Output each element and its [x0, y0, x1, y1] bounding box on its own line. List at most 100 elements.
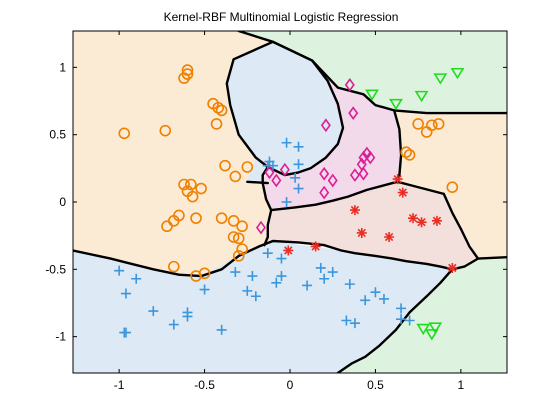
data-point-plus	[281, 197, 292, 207]
data-point-circle	[446, 181, 459, 193]
data-point-asterisk	[416, 217, 427, 228]
data-point-plus	[120, 327, 131, 338]
plus-marker-stroke	[120, 288, 131, 299]
data-point-diamond	[349, 168, 360, 182]
data-point-diamond	[320, 118, 331, 133]
data-point-plus	[370, 287, 381, 298]
data-point-plus	[341, 315, 352, 326]
y-tick-label: -0.5	[45, 262, 66, 276]
data-point-asterisk	[349, 205, 360, 216]
data-point-circle	[403, 149, 416, 161]
data-point-circle	[227, 215, 240, 227]
data-point-circle	[400, 146, 412, 158]
plus-marker-stroke	[262, 248, 273, 259]
data-point-plus	[250, 291, 261, 302]
plus-marker-stroke	[344, 279, 355, 290]
data-point-plus	[242, 285, 253, 296]
data-point-plus	[302, 280, 313, 291]
plus-marker-stroke	[378, 293, 389, 304]
data-point-plus	[271, 277, 282, 288]
data-point-plus	[396, 303, 407, 314]
plus-marker-stroke	[302, 280, 313, 291]
data-point-circle	[159, 124, 172, 137]
data-point-circle	[426, 119, 438, 132]
data-point-circle	[168, 260, 180, 273]
data-point-plus	[281, 137, 292, 148]
plus-marker-stroke	[131, 273, 142, 284]
data-point-plus	[396, 314, 407, 325]
data-point-plus	[168, 319, 179, 330]
data-point-plus	[327, 267, 338, 278]
data-point-asterisk	[397, 187, 408, 198]
blue-class-region	[73, 241, 453, 373]
y-tick-label: 0.5	[49, 128, 66, 142]
plus-marker-stroke	[293, 159, 304, 170]
plus-marker-stroke	[242, 285, 253, 296]
plus-marker-stroke	[182, 311, 193, 322]
data-point-plus	[293, 141, 304, 152]
plus-marker-stroke	[315, 262, 326, 273]
decision-boundary	[442, 192, 480, 260]
plus-marker-stroke	[230, 267, 241, 278]
data-point-triangle	[450, 67, 465, 80]
data-point-circle	[232, 250, 245, 262]
data-point-plus	[276, 271, 287, 282]
data-point-diamond	[327, 173, 338, 188]
data-point-plus	[293, 183, 304, 194]
green-class-region	[238, 31, 507, 114]
plus-marker-stroke	[114, 265, 125, 276]
y-tick-label: -1	[55, 330, 66, 344]
data-point-triangle	[424, 329, 439, 341]
data-point-plus	[378, 293, 389, 304]
decision-boundary	[225, 40, 345, 177]
data-point-circle	[178, 178, 190, 191]
data-point-asterisk	[392, 174, 403, 185]
data-point-circle	[232, 232, 245, 245]
data-point-circle	[212, 101, 225, 114]
data-point-asterisk	[283, 245, 294, 256]
data-point-circle	[227, 231, 240, 243]
data-point-circle	[241, 161, 254, 173]
orange-class-region	[394, 110, 507, 259]
decision-boundary	[393, 109, 445, 196]
data-point-diamond	[319, 166, 330, 181]
data-point-circle	[161, 220, 173, 233]
data-point-circle	[412, 118, 424, 130]
plus-marker-stroke	[290, 172, 301, 183]
plus-marker-stroke	[360, 295, 371, 306]
data-point-triangle	[416, 323, 431, 336]
data-point-circle	[190, 212, 202, 224]
data-point-diamond	[255, 220, 266, 235]
plus-marker-stroke	[396, 303, 407, 314]
plus-marker-stroke	[271, 277, 282, 288]
chart-title: Kernel-RBF Multinomial Logistic Regressi…	[164, 10, 399, 24]
data-point-triangle	[414, 90, 429, 103]
data-point-diamond	[271, 173, 282, 188]
data-point-circle	[229, 170, 242, 183]
data-point-plus	[247, 271, 258, 282]
data-point-circle	[432, 118, 445, 130]
plus-marker-stroke	[319, 273, 330, 284]
data-point-plus	[148, 306, 159, 317]
y-tick-label: 0	[59, 195, 66, 209]
data-point-plus	[404, 315, 415, 326]
data-point-plus	[114, 265, 125, 276]
data-point-plus	[349, 318, 360, 329]
plus-marker-stroke	[276, 253, 287, 264]
data-point-asterisk	[431, 215, 442, 226]
data-point-plus	[360, 295, 371, 306]
y-tick-label: 1	[59, 60, 66, 74]
decision-boundary	[311, 59, 507, 115]
plus-marker-stroke	[216, 324, 227, 335]
data-point-asterisk	[310, 241, 321, 252]
data-point-circle	[190, 270, 202, 282]
data-point-plus	[199, 284, 210, 295]
data-point-diamond	[348, 106, 359, 120]
data-point-triangle	[428, 322, 443, 334]
data-point-plus	[230, 267, 241, 278]
plus-marker-stroke	[293, 183, 304, 194]
plus-marker-stroke	[370, 287, 381, 298]
decision-boundary	[73, 239, 507, 278]
plus-marker-stroke	[293, 141, 304, 152]
